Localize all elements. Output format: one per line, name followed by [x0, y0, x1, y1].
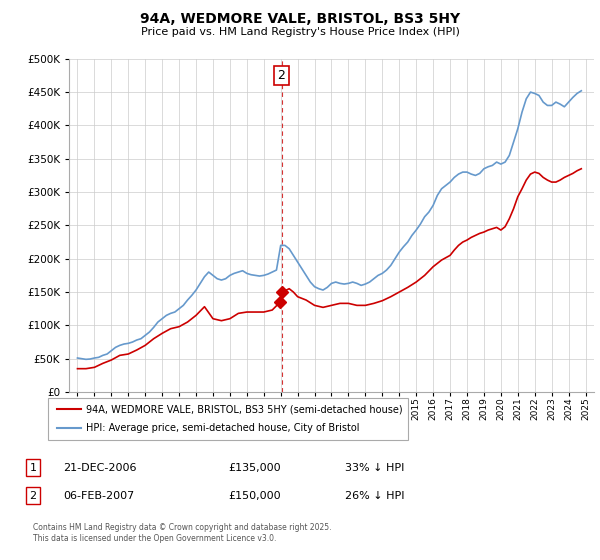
Text: 1: 1: [29, 463, 37, 473]
Text: 26% ↓ HPI: 26% ↓ HPI: [345, 491, 404, 501]
Text: 94A, WEDMORE VALE, BRISTOL, BS3 5HY (semi-detached house): 94A, WEDMORE VALE, BRISTOL, BS3 5HY (sem…: [86, 404, 403, 414]
Text: Price paid vs. HM Land Registry's House Price Index (HPI): Price paid vs. HM Land Registry's House …: [140, 27, 460, 37]
Text: 33% ↓ HPI: 33% ↓ HPI: [345, 463, 404, 473]
Text: £135,000: £135,000: [228, 463, 281, 473]
Text: HPI: Average price, semi-detached house, City of Bristol: HPI: Average price, semi-detached house,…: [86, 423, 359, 433]
Text: 2: 2: [29, 491, 37, 501]
Text: 94A, WEDMORE VALE, BRISTOL, BS3 5HY: 94A, WEDMORE VALE, BRISTOL, BS3 5HY: [140, 12, 460, 26]
Text: 2: 2: [278, 69, 286, 82]
Text: 21-DEC-2006: 21-DEC-2006: [63, 463, 137, 473]
Text: £150,000: £150,000: [228, 491, 281, 501]
Text: Contains HM Land Registry data © Crown copyright and database right 2025.
This d: Contains HM Land Registry data © Crown c…: [33, 524, 331, 543]
Text: 06-FEB-2007: 06-FEB-2007: [63, 491, 134, 501]
